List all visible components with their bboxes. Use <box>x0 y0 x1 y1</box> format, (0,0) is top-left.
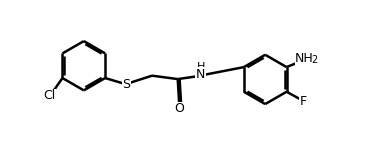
Text: NH: NH <box>295 52 314 65</box>
Text: S: S <box>122 78 131 91</box>
Text: 2: 2 <box>311 55 317 65</box>
Text: F: F <box>300 95 307 108</box>
Text: Cl: Cl <box>43 89 56 102</box>
Text: H: H <box>197 62 205 73</box>
Text: N: N <box>196 68 206 81</box>
Text: O: O <box>175 102 184 115</box>
